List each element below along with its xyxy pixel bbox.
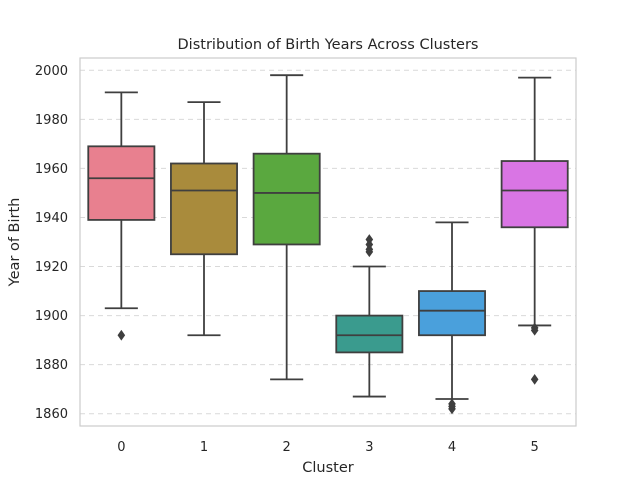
outlier-point — [365, 234, 374, 245]
box-group-cluster-5 — [500, 76, 569, 385]
iqr-box — [335, 314, 404, 354]
box-group-cluster-4 — [418, 221, 486, 415]
x-tick-label: 0 — [117, 440, 125, 455]
plot-frame — [79, 57, 577, 427]
box-group-cluster-2 — [252, 74, 321, 381]
outlier-point — [448, 398, 456, 410]
iqr-box — [500, 160, 569, 229]
y-tick-label: 1880 — [35, 358, 68, 373]
y-tick-label: 1940 — [35, 211, 68, 226]
box-group-cluster-3 — [335, 234, 404, 398]
outlier-point — [117, 329, 126, 341]
box-layer — [87, 74, 569, 415]
x-tick-label: 1 — [200, 440, 208, 455]
grid-layer — [80, 69, 576, 415]
x-tick-label: 5 — [531, 440, 539, 455]
iqr-box — [418, 290, 486, 337]
x-axis-label: Cluster — [302, 460, 354, 476]
x-tick-labels: 0 1 2 3 4 5 — [117, 440, 539, 455]
outlier-point — [530, 374, 539, 385]
iqr-box — [170, 162, 238, 256]
box-group-cluster-0 — [87, 91, 156, 341]
y-tick-labels: 1860 1880 1900 1920 1940 1960 1980 2000 — [35, 64, 68, 422]
x-tick-label: 2 — [283, 440, 291, 455]
x-tick-label: 3 — [365, 440, 373, 455]
outlier-point — [530, 322, 539, 334]
box-group-cluster-1 — [170, 101, 238, 337]
y-tick-label: 1960 — [35, 162, 68, 177]
y-tick-label: 1860 — [35, 407, 68, 422]
y-tick-label: 1900 — [35, 309, 68, 324]
x-tick-label: 4 — [448, 440, 456, 455]
iqr-box — [87, 145, 156, 221]
iqr-box — [252, 152, 321, 246]
y-tick-label: 1920 — [35, 260, 68, 275]
y-tick-label: 1980 — [35, 113, 68, 128]
chart-title: Distribution of Birth Years Across Clust… — [178, 37, 479, 53]
y-axis-label: Year of Birth — [7, 198, 23, 288]
y-tick-label: 2000 — [35, 64, 68, 79]
